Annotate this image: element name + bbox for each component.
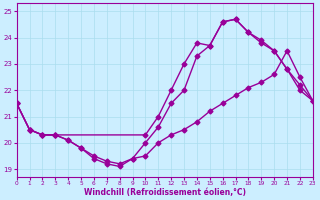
- X-axis label: Windchill (Refroidissement éolien,°C): Windchill (Refroidissement éolien,°C): [84, 188, 246, 197]
